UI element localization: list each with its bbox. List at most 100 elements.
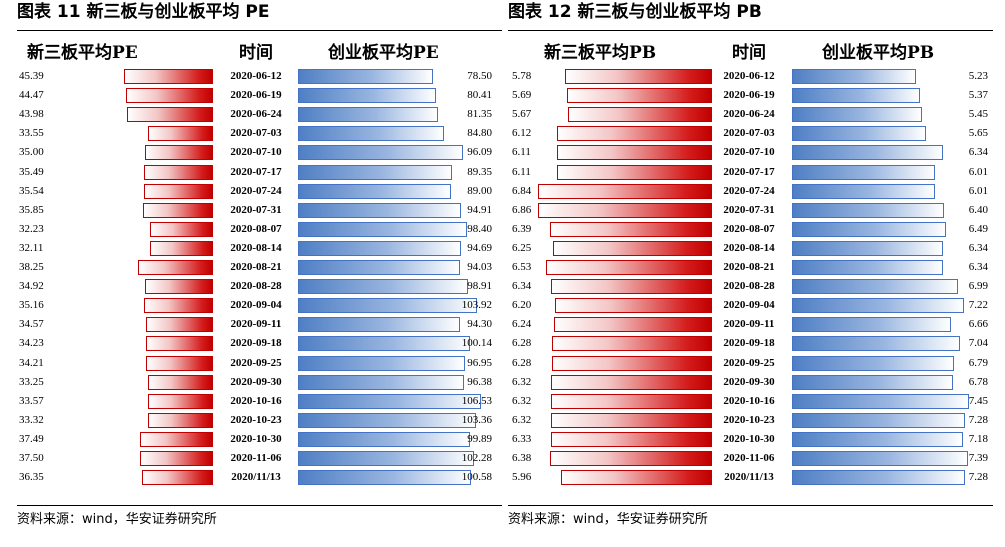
date-label: 2020-06-19 [723, 89, 775, 102]
left-value-label: 35.49 [19, 165, 44, 178]
left-bar [551, 393, 712, 409]
left-value-label: 35.54 [19, 184, 44, 197]
left-value-label: 6.24 [512, 318, 532, 331]
date-label: 2020-09-04 [723, 299, 775, 312]
date-label: 2020-09-11 [230, 318, 282, 331]
table-row: 6.11 2020-07-17 6.01 [508, 163, 993, 182]
table-row: 6.28 2020-09-25 6.79 [508, 354, 993, 373]
date-label: 2020-06-12 [723, 70, 775, 82]
left-bar [148, 374, 213, 390]
left-bar [538, 183, 712, 199]
left-value-label: 35.00 [19, 146, 44, 159]
right-bar [298, 202, 462, 218]
left-bar [546, 260, 712, 275]
right-value-label: 100.14 [461, 337, 492, 350]
left-value-label: 6.84 [512, 184, 532, 197]
date-label: 2020-08-14 [723, 241, 775, 254]
left-value-label: 32.23 [19, 222, 44, 235]
right-bar [298, 240, 461, 256]
left-value-label: 38.25 [19, 261, 44, 273]
date-label: 2020-07-10 [723, 146, 775, 159]
chart-title: 图表 11 新三板与创业板平均 PE [17, 2, 270, 22]
left-value-label: 6.28 [512, 356, 532, 369]
table-row: 6.28 2020-09-18 7.04 [508, 334, 993, 353]
right-bar [298, 470, 471, 486]
left-value-label: 6.34 [512, 280, 532, 293]
bottom-rule [17, 505, 502, 506]
right-value-label: 6.99 [968, 280, 988, 293]
date-label: 2020-06-24 [723, 108, 775, 121]
right-value-label: 6.01 [968, 165, 988, 178]
right-bar [792, 355, 954, 371]
table-row: 35.85 2020-07-31 94.91 [17, 201, 502, 220]
right-value-label: 98.91 [467, 280, 492, 293]
left-value-label: 44.47 [19, 89, 44, 102]
right-bar [792, 412, 966, 428]
date-label: 2020-08-07 [723, 222, 775, 235]
right-bar [298, 355, 465, 371]
right-bar [298, 69, 434, 84]
left-value-label: 33.55 [19, 127, 44, 140]
right-bar [792, 164, 936, 180]
left-bar [146, 355, 213, 371]
right-bar [298, 279, 469, 295]
right-value-label: 106.53 [461, 394, 492, 407]
left-bar [567, 107, 712, 123]
right-bar [792, 240, 943, 256]
right-value-label: 99.89 [467, 432, 492, 445]
left-bar [147, 126, 213, 142]
date-label: 2020-07-31 [723, 203, 775, 216]
left-bar [556, 126, 712, 142]
right-column-header: 创业板平均PE [328, 43, 439, 63]
date-label: 2020-09-11 [723, 318, 775, 331]
right-value-label: 7.22 [968, 299, 988, 312]
right-bar [298, 412, 476, 428]
date-label: 2020-09-18 [723, 337, 775, 350]
left-value-label: 6.25 [512, 241, 532, 254]
date-label: 2020-11-06 [230, 452, 282, 464]
table-row: 5.96 2020/11/13 7.28 [508, 468, 993, 487]
bottom-rule [508, 505, 993, 506]
left-bar [143, 202, 213, 218]
left-bar [142, 470, 213, 486]
right-bar [792, 260, 943, 275]
date-label: 2020-07-17 [230, 165, 282, 178]
table-row: 35.54 2020-07-24 89.00 [17, 182, 502, 201]
date-label: 2020-06-24 [230, 108, 282, 121]
left-bar [553, 240, 712, 256]
date-label: 2020-09-25 [723, 356, 775, 369]
date-label: 2020-10-16 [230, 394, 282, 407]
left-value-label: 45.39 [19, 70, 44, 82]
left-value-label: 33.25 [19, 375, 44, 388]
date-label: 2020-08-21 [723, 261, 775, 273]
date-label: 2020-07-31 [230, 203, 282, 216]
table-row: 34.21 2020-09-25 96.95 [17, 354, 502, 373]
table-row: 33.57 2020-10-16 106.53 [17, 392, 502, 411]
left-bar [127, 107, 213, 123]
left-bar [150, 240, 213, 256]
table-row: 6.53 2020-08-21 6.34 [508, 258, 993, 277]
left-bar [556, 164, 712, 180]
left-bar [551, 431, 712, 447]
date-label: 2020-07-10 [230, 146, 282, 159]
left-value-label: 43.98 [19, 108, 44, 121]
left-bar [148, 412, 213, 428]
right-value-label: 89.35 [467, 165, 492, 178]
right-value-label: 6.34 [968, 146, 988, 159]
table-row: 44.47 2020-06-19 80.41 [17, 86, 502, 105]
left-value-label: 35.85 [19, 203, 44, 216]
left-bar [143, 164, 213, 180]
right-value-label: 6.78 [968, 375, 988, 388]
right-bar [792, 126, 927, 142]
pb-chart-panel: 图表 12 新三板与创业板平均 PB 新三板平均PB 时间 创业板平均PB 5.… [508, 0, 993, 547]
left-value-label: 6.39 [512, 222, 532, 235]
right-bar [792, 336, 960, 352]
table-row: 37.50 2020-11-06 102.28 [17, 449, 502, 468]
table-row: 35.49 2020-07-17 89.35 [17, 163, 502, 182]
right-value-label: 103.36 [461, 413, 492, 426]
table-row: 6.86 2020-07-31 6.40 [508, 201, 993, 220]
left-value-label: 5.69 [512, 89, 532, 102]
right-value-label: 5.65 [968, 127, 988, 140]
right-bar [298, 183, 452, 199]
table-row: 6.32 2020-10-23 7.28 [508, 411, 993, 430]
